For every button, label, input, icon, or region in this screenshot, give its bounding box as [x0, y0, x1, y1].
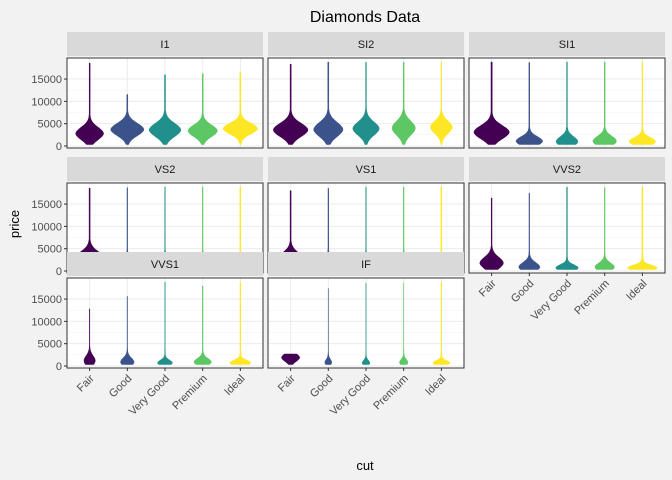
violin-VVS1-fair	[83, 308, 96, 365]
violin-VS2-fair	[73, 187, 106, 270]
violin-SI1-very-good	[555, 61, 579, 145]
y-tick-label: 5000	[38, 244, 62, 256]
violin-SI2-very-good	[352, 62, 380, 145]
y-tick-label: 15000	[31, 74, 62, 86]
facet-label: SI1	[559, 39, 576, 51]
violin-VS2-ideal	[226, 186, 255, 270]
facet-label: I1	[160, 39, 169, 51]
violin-VS1-premium	[393, 186, 414, 270]
y-tick-label: 0	[56, 361, 62, 373]
facet-strip	[67, 32, 263, 56]
violin-VVS2-fair	[479, 197, 504, 270]
panel-border	[66, 57, 264, 149]
y-tick-label: 5000	[38, 339, 62, 351]
violin-I1-fair	[75, 62, 104, 145]
violin-I1-premium	[187, 73, 218, 145]
violin-SI1-ideal	[628, 61, 656, 145]
facet-label: IF	[361, 259, 371, 271]
chart-title: Diamonds Data	[310, 9, 420, 26]
facet-label: SI2	[358, 39, 375, 51]
panel-border	[468, 57, 666, 149]
violin-VVS1-ideal	[229, 281, 252, 365]
violin-IF-very-good	[361, 282, 371, 365]
facet-panels: I1 0 5000 10000 15000 SI2 SI1 VS2 0 5000 10000 1500…	[31, 32, 666, 418]
y-tick-label: 15000	[31, 199, 62, 211]
y-tick-label: 10000	[31, 221, 62, 233]
violin-SI1-good	[515, 62, 543, 145]
facet-strip	[469, 32, 665, 56]
violin-IF-premium	[399, 282, 409, 365]
panel-border	[267, 57, 465, 149]
y-tick-label: 15000	[31, 294, 62, 306]
facet-panel-SI2: SI2	[267, 32, 465, 149]
violin-VVS2-premium	[594, 187, 615, 270]
facet-strip	[268, 157, 464, 181]
violin-VVS1-very-good	[157, 281, 173, 365]
violin-VVS2-ideal	[626, 186, 658, 270]
facet-strip	[268, 32, 464, 56]
facet-label: VVS1	[151, 259, 179, 271]
violin-SI2-ideal	[430, 61, 453, 145]
violin-VVS1-good	[120, 296, 135, 365]
violin-IF-fair	[281, 353, 300, 365]
violin-I1-very-good	[148, 74, 182, 145]
facet-strip	[67, 252, 263, 276]
violin-SI1-fair	[473, 61, 510, 145]
facet-strip	[469, 157, 665, 181]
violin-VS1-fair	[275, 190, 306, 270]
facet-strip	[268, 252, 464, 276]
y-tick-label: 5000	[38, 119, 62, 131]
facet-panel-SI1: SI1	[468, 32, 666, 149]
y-tick-label: 10000	[31, 316, 62, 328]
violin-VVS1-premium	[193, 285, 212, 365]
y-tick-label: 0	[56, 266, 62, 278]
violin-I1-good	[110, 94, 145, 145]
violin-VVS2-very-good	[555, 186, 579, 270]
violin-VS2-good	[117, 187, 137, 270]
facet-strip	[67, 157, 263, 181]
violin-SI2-fair	[273, 64, 309, 145]
y-tick-label: 10000	[31, 96, 62, 108]
violin-IF-good	[324, 288, 332, 365]
violin-VS1-ideal	[425, 186, 458, 270]
facet-label: VS2	[155, 164, 176, 176]
x-axis-title: cut	[356, 458, 374, 473]
violin-VS1-very-good	[356, 186, 376, 270]
violin-VVS2-good	[518, 192, 541, 270]
violin-VS2-very-good	[154, 186, 176, 270]
y-axis-title: price	[7, 210, 22, 238]
violin-VS2-premium	[193, 186, 213, 270]
violin-SI2-good	[313, 61, 344, 145]
y-tick-label: 0	[56, 141, 62, 153]
facet-panel-I1: I1 0 5000 10000 15000	[31, 32, 264, 153]
violin-IF-ideal	[432, 281, 451, 365]
facet-label: VVS2	[553, 164, 581, 176]
violin-I1-ideal	[222, 71, 258, 145]
violin-VS1-good	[317, 188, 340, 270]
violin-SI1-premium	[592, 61, 617, 145]
facet-label: VS1	[356, 164, 377, 176]
violin-SI2-premium	[391, 61, 416, 145]
